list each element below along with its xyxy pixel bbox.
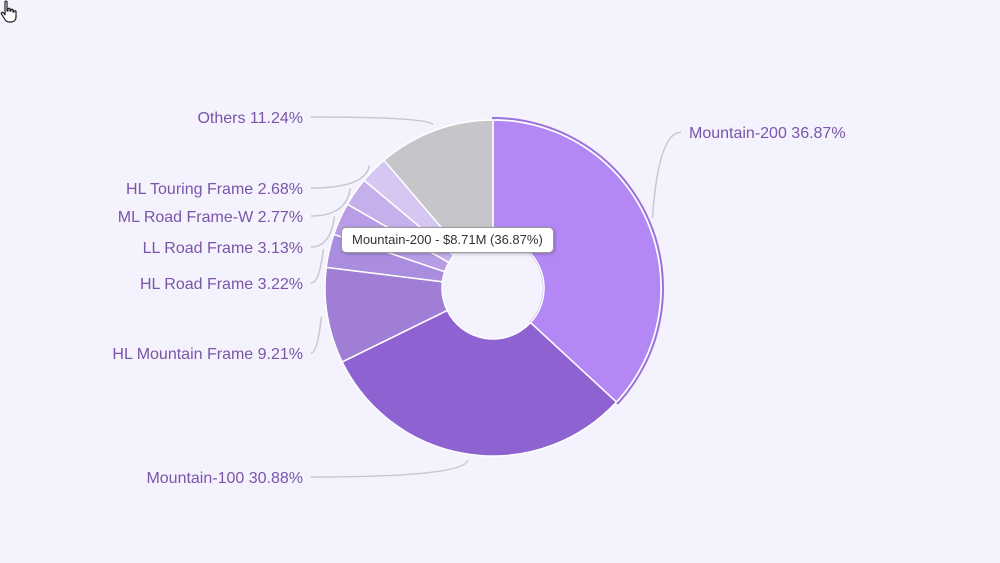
label-others: Others 11.24% xyxy=(197,110,303,127)
slice-hl-mountain-frame xyxy=(324,266,448,363)
leader-line-hl-mountain-frame xyxy=(310,316,323,354)
leader-lines xyxy=(310,116,682,478)
slices xyxy=(324,116,664,457)
label-ml-road-frame-w: ML Road Frame-W 2.77% xyxy=(118,209,303,226)
leader-line-others xyxy=(310,116,434,126)
hand-pointer-icon xyxy=(0,0,17,23)
label-mountain-200: Mountain-200 36.87% xyxy=(689,125,846,142)
label-ll-road-frame: LL Road Frame 3.13% xyxy=(143,240,303,257)
leader-line-hl-touring-frame xyxy=(310,165,371,189)
label-mountain-100: Mountain-100 30.88% xyxy=(146,470,303,487)
label-hl-mountain-frame: HL Mountain Frame 9.21% xyxy=(112,346,303,363)
slice-mountain-100 xyxy=(341,309,618,457)
label-hl-touring-frame: HL Touring Frame 2.68% xyxy=(126,181,303,198)
slice-labels: Mountain-200 36.87% Mountain-100 30.88% HL… xyxy=(112,110,845,487)
leader-line-mountain-200 xyxy=(651,131,682,219)
leader-line-ml-road-frame-w xyxy=(310,188,352,217)
slice-mountain-200 xyxy=(492,119,662,403)
leader-line-hl-road-frame xyxy=(310,249,325,284)
chart-tooltip: Mountain-200 - $8.71M (36.87%) xyxy=(341,227,554,253)
leader-line-ll-road-frame xyxy=(310,216,336,248)
label-hl-road-frame: HL Road Frame 3.22% xyxy=(140,276,303,293)
leader-line-mountain-100 xyxy=(310,459,469,478)
